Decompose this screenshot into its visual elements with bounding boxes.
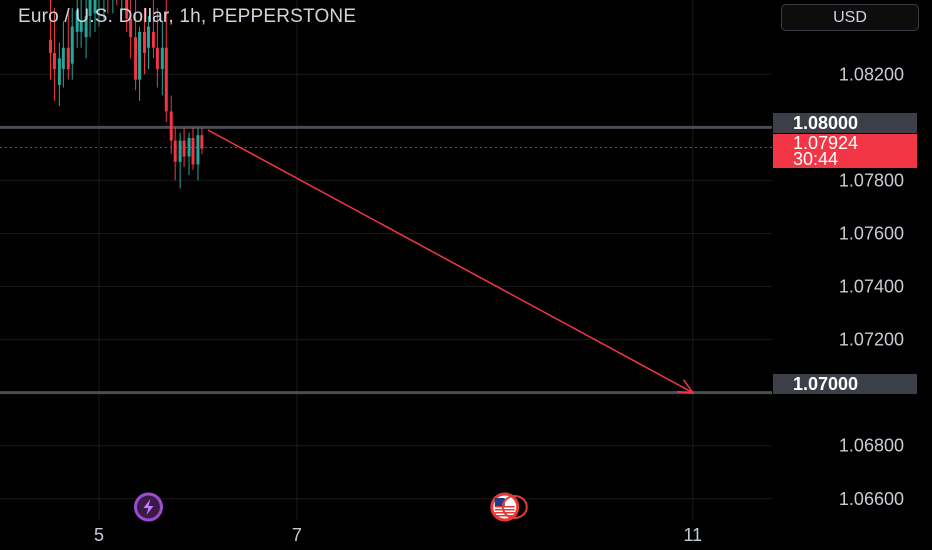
candle-body (48, 39, 52, 54)
lightning-bolt-shape (143, 499, 154, 515)
candle-body (173, 140, 177, 162)
countdown-label: 30:44 (793, 149, 839, 169)
candle-body (187, 137, 191, 157)
candle-body (57, 58, 61, 85)
candle-body (143, 31, 147, 54)
price-tick-label: 1.08200 (839, 64, 904, 84)
price-tag-lower-level: 1.07000 (773, 374, 917, 394)
candle (200, 127, 204, 154)
candle-body (155, 47, 159, 69)
chart-grid (0, 0, 772, 520)
candle (116, 0, 118, 6)
price-tag-current: 1.07924 30:44 (773, 134, 917, 168)
lightning-bolt-icon (133, 492, 163, 522)
candle (129, 0, 133, 59)
projection-arrow-line (207, 129, 694, 394)
currency-button[interactable]: USD (781, 4, 919, 31)
candle-body (191, 137, 195, 165)
candle-body (151, 31, 155, 48)
candle-body (200, 135, 204, 149)
candlestick-series (48, 0, 204, 189)
candle (178, 132, 182, 189)
us-flag-icon (490, 492, 528, 522)
candle (173, 127, 177, 181)
candle-body (84, 15, 88, 38)
candle-body (75, 10, 79, 32)
current-price-label: 1.07924 (793, 133, 859, 153)
candle-body (138, 31, 142, 80)
candle (143, 7, 147, 75)
candle (121, 0, 123, 16)
candle-body (88, 0, 92, 16)
candle-body (134, 37, 138, 80)
candle (107, 0, 109, 14)
candle (138, 26, 142, 101)
candle (151, 0, 155, 59)
candle-body (125, 0, 129, 19)
horizontal-levels (0, 125, 772, 395)
candle-body (178, 140, 182, 162)
candle-body (61, 47, 65, 69)
candle (155, 7, 159, 88)
projection-arrow-head (676, 379, 695, 394)
candle-body (70, 26, 74, 64)
candle (164, 0, 168, 123)
price-tick-label: 1.07800 (839, 170, 904, 190)
event-markers (133, 492, 528, 522)
candle (146, 15, 150, 69)
price-tick-label: 1.07600 (839, 223, 904, 243)
candle (191, 127, 195, 170)
candle (79, 0, 83, 48)
price-tick-label: 1.06600 (839, 489, 904, 509)
time-tick-label: 11 (683, 525, 702, 545)
candle-body (129, 18, 133, 38)
price-tick-label: 1.06800 (839, 436, 904, 456)
candle-body (169, 111, 173, 141)
price-tag-upper-level: 1.08000 (773, 113, 917, 133)
candle (182, 127, 186, 168)
candle (84, 0, 88, 59)
candle-body (79, 21, 83, 32)
candle (57, 42, 61, 107)
candle (169, 95, 173, 154)
candle-body (164, 47, 168, 112)
candle-body (52, 53, 56, 69)
candle (70, 7, 74, 80)
flag-stripe (494, 515, 515, 517)
flag-canton (494, 498, 505, 506)
candle (160, 21, 164, 96)
price-tick-label: 1.07200 (839, 330, 904, 350)
candle (98, 0, 100, 27)
chart-title: Euro / U.S. Dollar, 1h, PEPPERSTONE (18, 6, 357, 27)
time-tick-label: 7 (292, 525, 302, 545)
candle (61, 21, 65, 88)
candle-body (182, 140, 186, 157)
candle-body (160, 47, 164, 69)
candle (48, 0, 52, 80)
candle-body (66, 47, 70, 69)
candle (196, 127, 200, 181)
flag-stripe (494, 509, 515, 511)
candle (52, 7, 56, 101)
price-axis[interactable]: 1.08200 1.07800 1.07600 1.07400 1.07200 1.068… (839, 64, 904, 508)
candle (112, 0, 114, 14)
projection-arrow (207, 129, 695, 394)
time-axis[interactable]: 5 7 11 (94, 525, 702, 545)
candle-body (93, 0, 97, 14)
candle (88, 0, 92, 38)
candle (93, 0, 97, 32)
time-tick-label: 5 (94, 525, 104, 545)
flag-marker-outer-ring (501, 495, 528, 519)
candle-body (146, 26, 150, 48)
candle-body (196, 135, 200, 165)
flag-stripe (494, 506, 515, 508)
candle (187, 132, 191, 176)
candle (75, 0, 79, 48)
candle (134, 0, 138, 91)
price-tick-label: 1.07400 (839, 277, 904, 297)
candle (66, 7, 70, 80)
candle (125, 0, 129, 32)
candle (103, 0, 105, 22)
